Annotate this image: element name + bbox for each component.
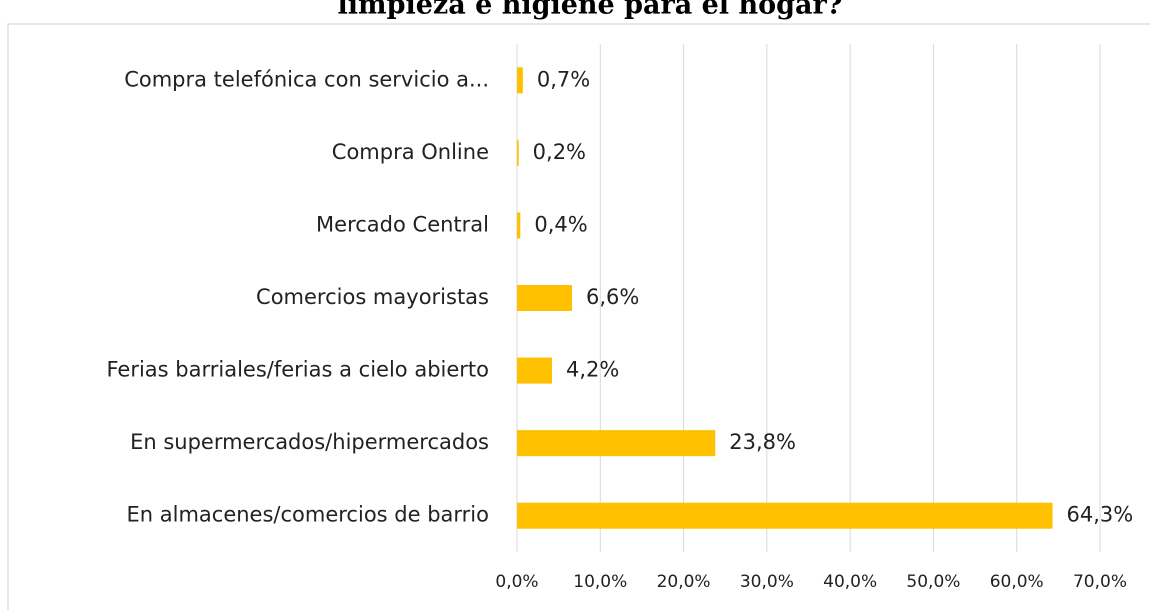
bar xyxy=(517,430,716,457)
category-label: Compra Online xyxy=(332,140,489,164)
data-label: 64,3% xyxy=(1067,503,1134,527)
bar xyxy=(517,139,519,166)
category-label: Ferias barriales/ferias a cielo abierto xyxy=(106,358,489,382)
bar xyxy=(517,502,1053,529)
data-label: 4,2% xyxy=(566,358,619,382)
bar xyxy=(517,67,523,94)
bar xyxy=(517,357,552,384)
x-tick-label: 10,0% xyxy=(573,572,627,592)
data-label: 0,4% xyxy=(534,212,587,236)
data-label: 0,7% xyxy=(537,67,590,91)
x-tick-label: 70,0% xyxy=(1073,572,1127,592)
data-label: 0,2% xyxy=(533,140,586,164)
chart-title: limpieza e higiene para el hogar? xyxy=(338,0,843,21)
bar xyxy=(517,212,521,239)
x-tick-label: 60,0% xyxy=(990,572,1044,592)
x-tick-label: 40,0% xyxy=(823,572,877,592)
category-label: En almacenes/comercios de barrio xyxy=(127,503,490,527)
data-label: 23,8% xyxy=(729,430,796,454)
category-label: Mercado Central xyxy=(316,212,489,236)
bar xyxy=(517,285,572,311)
data-label: 6,6% xyxy=(586,285,639,309)
x-tick-label: 20,0% xyxy=(657,572,711,592)
x-tick-label: 0,0% xyxy=(495,572,538,592)
category-label: Comercios mayoristas xyxy=(256,285,489,309)
category-label: Compra telefónica con servicio a... xyxy=(124,67,489,91)
x-tick-label: 50,0% xyxy=(906,572,960,592)
chart-frame xyxy=(7,23,1150,610)
x-tick-label: 30,0% xyxy=(740,572,794,592)
category-label: En supermercados/hipermercados xyxy=(130,430,489,454)
